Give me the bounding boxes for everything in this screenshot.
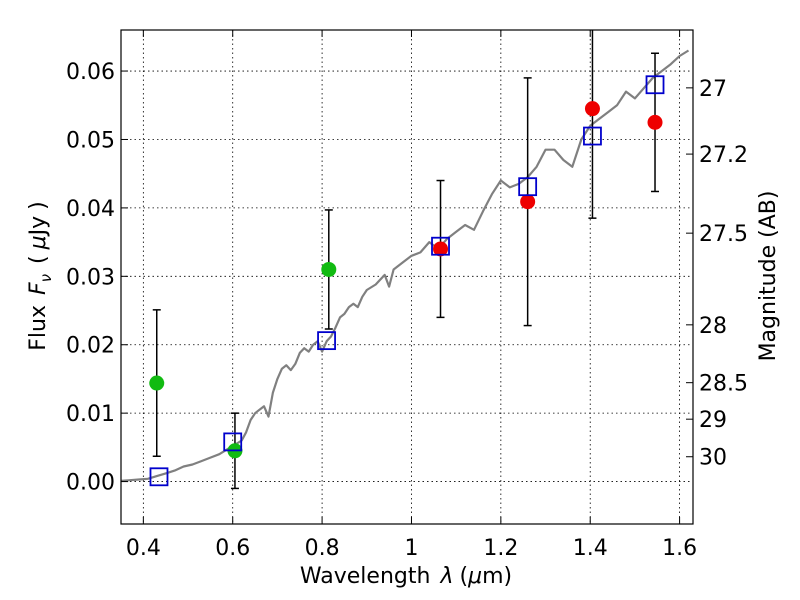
magnitude-tick-label: 29 (699, 408, 727, 433)
magnitude-tick-label: 27.5 (699, 222, 748, 247)
y-tick-label: 0.04 (66, 197, 115, 222)
x-tick-label: 0.8 (305, 536, 340, 561)
model-photometry-square (149, 467, 169, 487)
magnitude-tick-label: 27 (699, 77, 727, 102)
x-tick-label: 1.2 (483, 536, 518, 561)
model-photometry-square (518, 177, 538, 197)
green-data-point (321, 261, 337, 277)
x-tick-label: 0.6 (215, 536, 250, 561)
model-photometry-square (317, 331, 336, 351)
magnitude-axis-label: Magnitude (AB) (756, 191, 781, 362)
magnitude-tick-label: 28.5 (699, 372, 748, 397)
magnitude-tick-label: 27.2 (699, 143, 748, 168)
y-tick-label: 0.00 (66, 471, 115, 496)
x-tick-label: 0.4 (126, 536, 161, 561)
y-tick-label: 0.05 (66, 128, 115, 153)
model-photometry-square (223, 432, 243, 452)
red-data-point (433, 241, 449, 257)
model-photometry-square (431, 236, 450, 256)
plot-frame (120, 29, 694, 525)
red-data-point (584, 101, 600, 117)
green-data-point (149, 375, 165, 391)
y-tick-label: 0.02 (66, 334, 115, 359)
red-data-point (647, 114, 663, 130)
model-photometry-square (645, 75, 665, 95)
x-tick-label: 1.6 (662, 536, 697, 561)
model-spectrum-layer (120, 49, 690, 482)
y-axis-label: FluxFν(μJy) (26, 201, 55, 350)
model-spectrum-line (120, 49, 690, 482)
x-tick-label: 1.4 (573, 536, 608, 561)
magnitude-tick-label: 28 (699, 314, 727, 339)
y-tick-label: 0.06 (66, 60, 115, 85)
grid (121, 30, 693, 524)
red-data-point (520, 194, 536, 210)
tick-layer: 0.4 0.6 0.8 1 1.2 1.4 1.6 0.00 0.01 0.02 0.03 0.04 0… (66, 30, 748, 561)
model-photometry-square (583, 126, 602, 146)
y-tick-label: 0.03 (66, 265, 115, 290)
marker-layer (149, 75, 665, 487)
y-tick-label: 0.01 (66, 402, 115, 427)
magnitude-tick-label: 30 (699, 446, 727, 471)
x-axis-label: Wavelength λ (μm) (300, 564, 512, 589)
x-tick-label: 1 (404, 536, 418, 561)
